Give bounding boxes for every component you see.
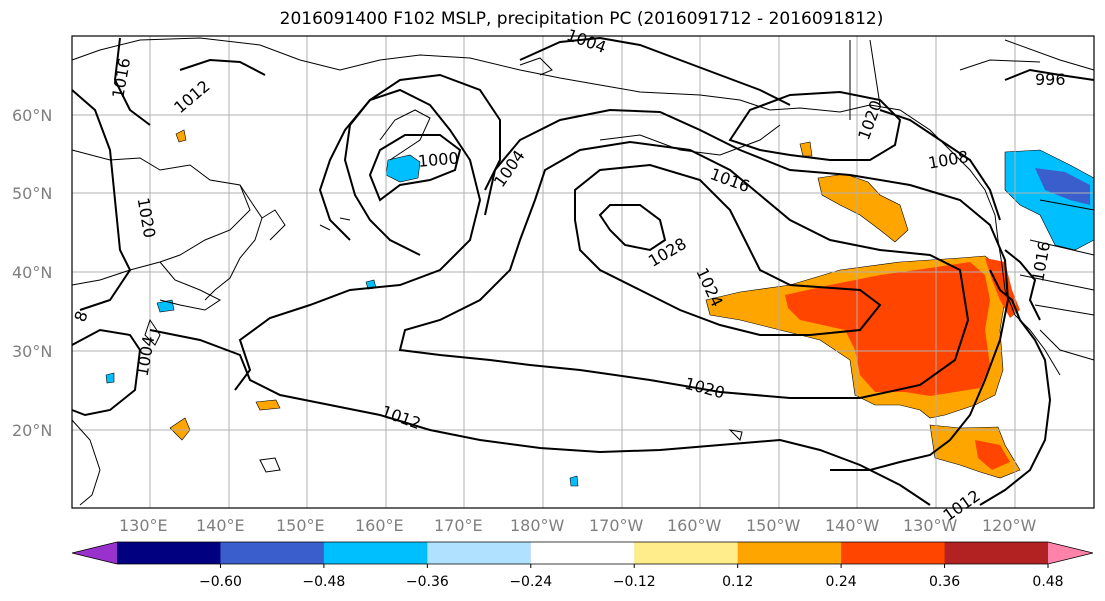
colorbar-tick-label: −0.48 bbox=[302, 574, 345, 590]
lon-label: 160°W bbox=[667, 516, 722, 535]
colorbar-segment bbox=[737, 542, 842, 564]
precip-negative-small-2 bbox=[105, 372, 115, 384]
isobar-east-coast bbox=[979, 269, 1052, 506]
isobar-label: 1000 bbox=[417, 148, 459, 170]
lon-label: 140°W bbox=[825, 516, 880, 535]
lat-label: 50°N bbox=[12, 184, 52, 203]
isobar-1024 bbox=[574, 163, 882, 336]
lon-label: 170°W bbox=[589, 516, 644, 535]
map-title: 2016091400 F102 MSLP, precipitation PC (… bbox=[279, 9, 884, 29]
precip-positive-coast bbox=[985, 258, 1020, 318]
longitude-labels: 130°E 140°E 150°E 160°E 170°E 180°W 170°… bbox=[119, 516, 1037, 535]
isobar-1028 bbox=[598, 204, 667, 252]
precip-positive-gulf bbox=[817, 173, 909, 243]
colorbar-tick-label: 0.24 bbox=[826, 574, 857, 590]
colorbar-tick-label: −0.12 bbox=[613, 574, 656, 590]
isobar-1012-west bbox=[179, 58, 266, 76]
isobar-1016 bbox=[484, 108, 1010, 471]
precip-positive-small-2 bbox=[255, 399, 281, 411]
lon-label: 180°W bbox=[510, 516, 565, 535]
lat-label: 40°N bbox=[12, 263, 52, 282]
colorbar-segment bbox=[220, 542, 325, 564]
colorbar-segment bbox=[841, 542, 946, 564]
precip-negative-small-1 bbox=[156, 299, 175, 313]
colorbar: −0.60 −0.48 −0.36 −0.24 −0.12 0.12 0.24 0.36 0.4… bbox=[71, 541, 1094, 590]
colorbar-tick-label: −0.60 bbox=[199, 574, 242, 590]
precip-positive-strong bbox=[785, 262, 990, 396]
precip-positive-small-4 bbox=[799, 141, 813, 157]
isobar-1004-west bbox=[318, 73, 501, 241]
colorbar-tick-label: 0.12 bbox=[722, 574, 753, 590]
lon-label: 150°W bbox=[746, 516, 801, 535]
isobar-1020 bbox=[398, 140, 970, 399]
precip-negative-canada-strong bbox=[1035, 168, 1090, 205]
colorbar-outline bbox=[71, 541, 1094, 565]
isobar-label: 996 bbox=[1035, 70, 1066, 89]
coastlines bbox=[71, 37, 1095, 506]
lon-label: 120°W bbox=[982, 516, 1037, 535]
lon-label: 160°E bbox=[355, 516, 404, 535]
lon-label: 140°E bbox=[196, 516, 245, 535]
colorbar-segment bbox=[427, 542, 532, 564]
isobar-1016-coast bbox=[1004, 249, 1041, 321]
isobar-1016-west bbox=[113, 37, 151, 126]
colorbar-segment bbox=[530, 542, 635, 564]
isobar-1020-west bbox=[71, 89, 132, 311]
colorbar-tick-label: −0.36 bbox=[406, 574, 449, 590]
lat-label: 30°N bbox=[12, 342, 52, 361]
lat-label: 20°N bbox=[12, 421, 52, 440]
lon-label: 150°E bbox=[276, 516, 325, 535]
colorbar-segment bbox=[634, 542, 739, 564]
isobar-1008 bbox=[879, 109, 1001, 221]
colorbar-segment bbox=[117, 542, 221, 564]
precip-positive-south-strong bbox=[975, 440, 1010, 470]
colorbar-segment bbox=[72, 542, 117, 564]
isobar-1020-gulf bbox=[728, 90, 902, 161]
lon-label: 130°E bbox=[119, 516, 168, 535]
precip-negative-small-4 bbox=[569, 475, 579, 487]
isobar-1012 bbox=[149, 329, 931, 506]
colorbar-segment bbox=[1048, 542, 1093, 564]
colorbar-tick-label: 0.36 bbox=[929, 574, 960, 590]
isobar-1004-north bbox=[519, 36, 791, 106]
precip-positive-small-3 bbox=[175, 129, 187, 143]
isobar-1000 bbox=[368, 134, 462, 202]
colorbar-segment bbox=[323, 542, 428, 564]
lat-label: 60°N bbox=[12, 106, 52, 125]
colorbar-tick-label: 0.48 bbox=[1032, 574, 1063, 590]
latitude-labels: 60°N 50°N 40°N 30°N 20°N bbox=[12, 106, 52, 440]
map-frame bbox=[71, 35, 1095, 509]
isobar-1004-southwest bbox=[71, 328, 142, 417]
lon-label: 170°E bbox=[434, 516, 483, 535]
isobars bbox=[71, 36, 1095, 506]
colorbar-segment bbox=[944, 542, 1049, 564]
isobar-1012-inner bbox=[234, 88, 482, 391]
isobar-996 bbox=[1004, 68, 1095, 81]
lon-label: 130°W bbox=[903, 516, 958, 535]
colorbar-tick-label: −0.24 bbox=[509, 574, 552, 590]
